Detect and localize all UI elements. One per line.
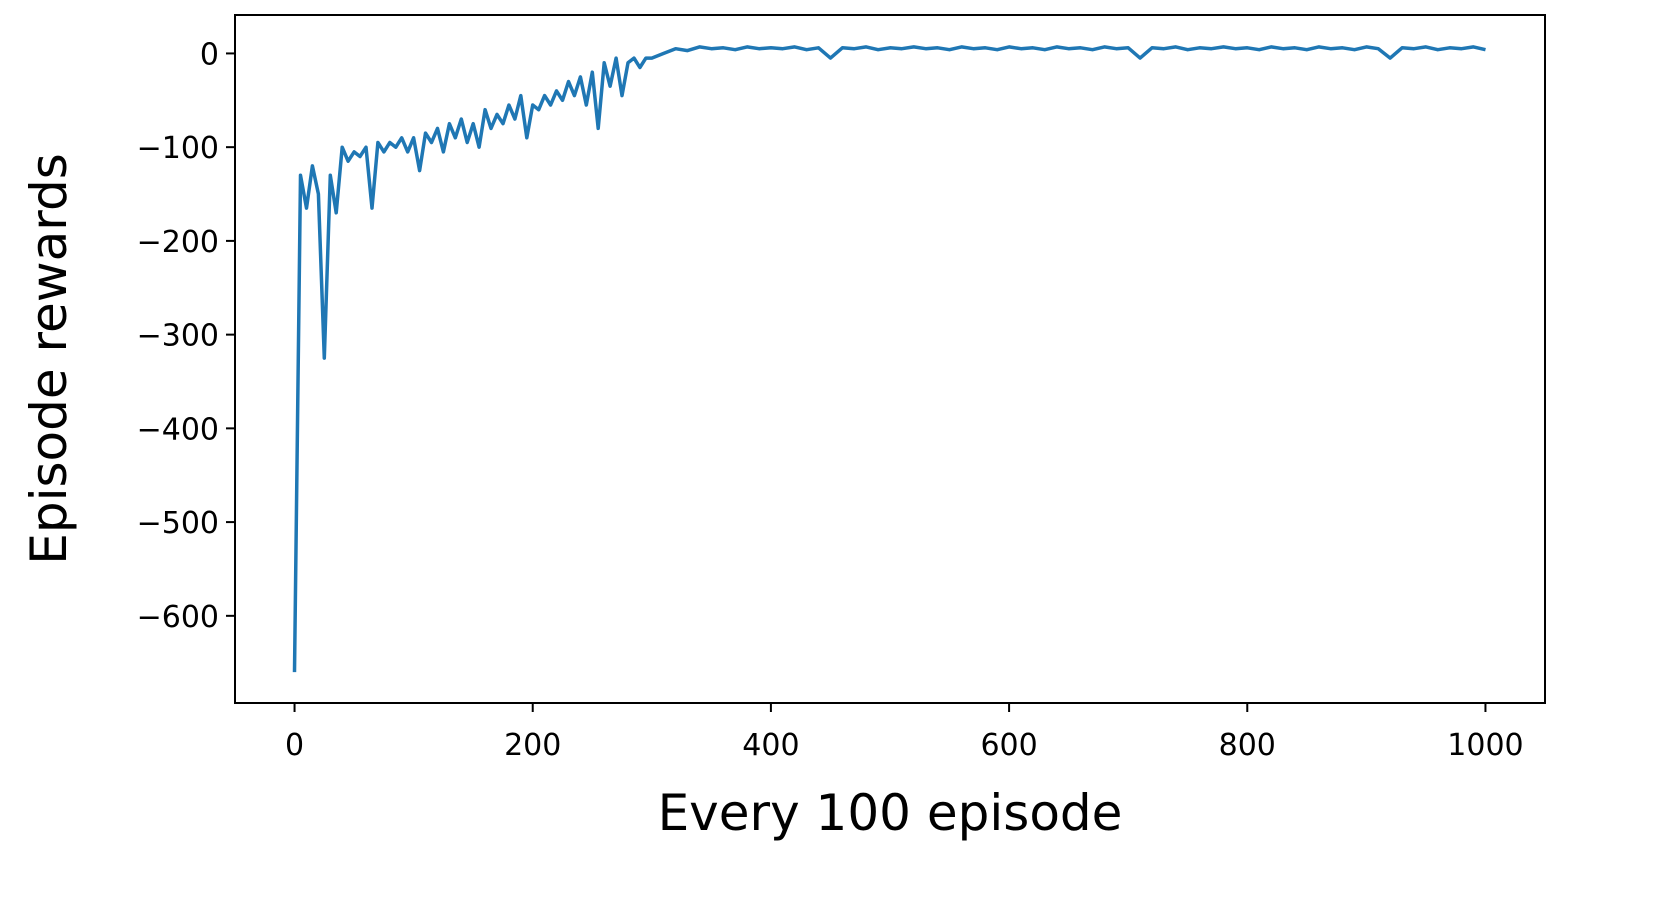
y-tick-label: −200 xyxy=(137,225,219,260)
x-axis-label: Every 100 episode xyxy=(658,784,1123,842)
x-tick-label: 0 xyxy=(285,728,304,763)
y-tick-label: −400 xyxy=(137,412,219,447)
x-tick-label: 200 xyxy=(504,728,561,763)
y-tick-label: 0 xyxy=(200,37,219,72)
x-tick-label: 600 xyxy=(980,728,1037,763)
y-tick-label: −500 xyxy=(137,506,219,541)
y-tick-label: −100 xyxy=(137,131,219,166)
x-tick-label: 1000 xyxy=(1447,728,1523,763)
plot-frame xyxy=(234,14,1546,704)
y-axis-label: Episode rewards xyxy=(20,153,78,564)
line xyxy=(292,45,1486,673)
x-tick-label: 400 xyxy=(742,728,799,763)
y-tick-label: −600 xyxy=(137,600,219,635)
y-tick-label: −300 xyxy=(137,319,219,354)
x-tick-label: 800 xyxy=(1219,728,1276,763)
